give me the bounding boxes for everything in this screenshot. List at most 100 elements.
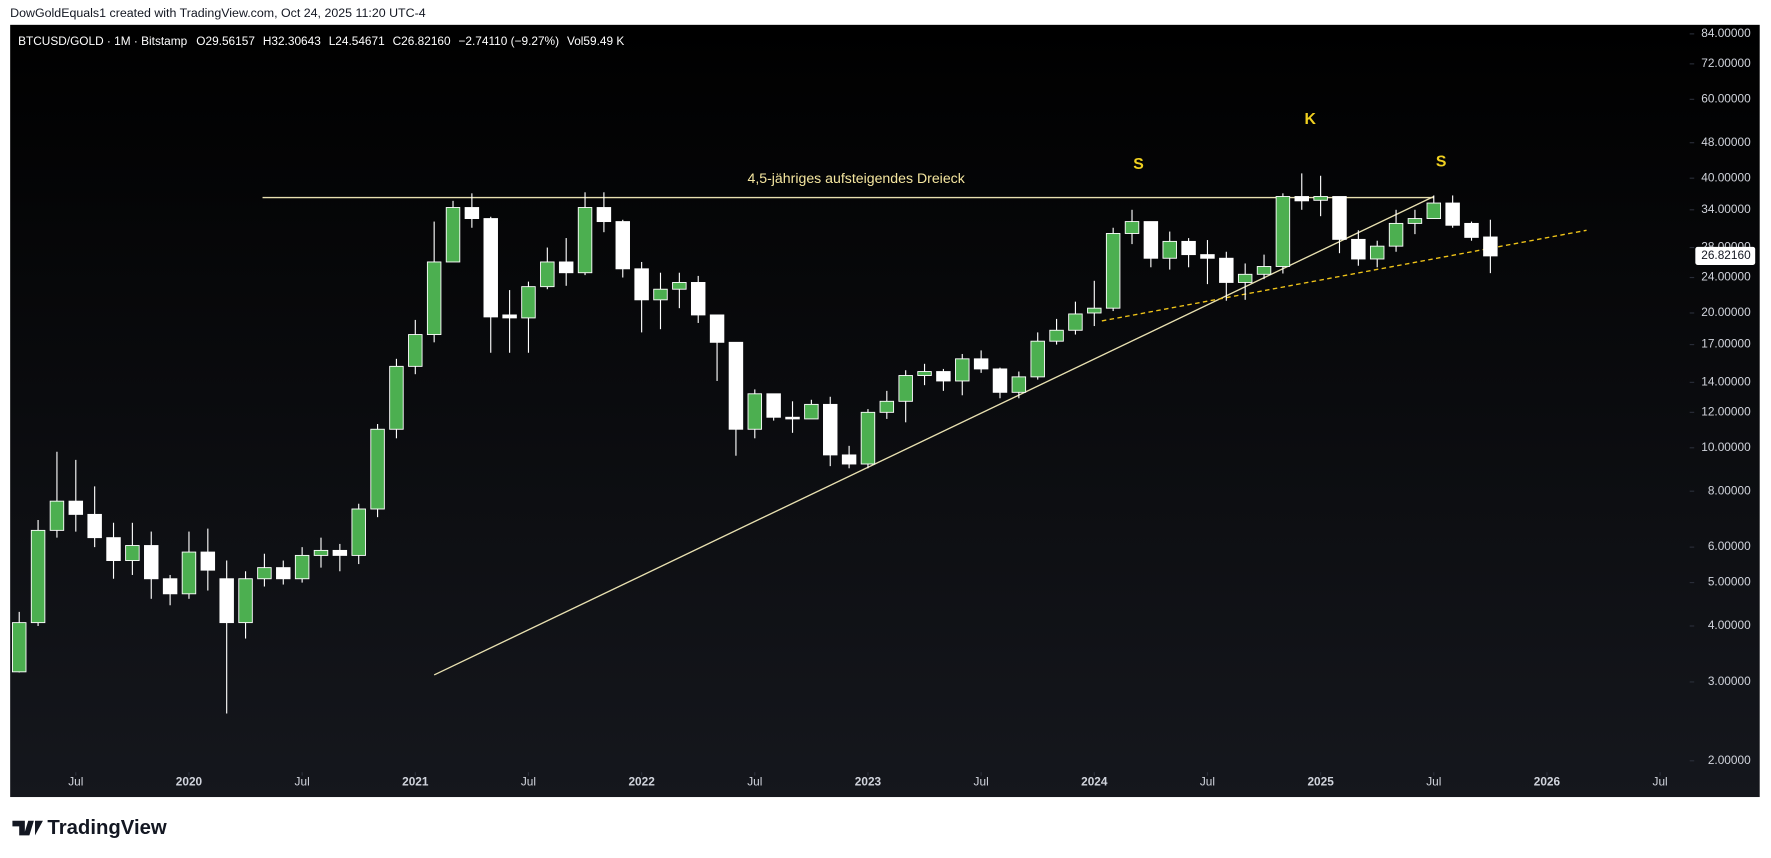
- candle-body: [1426, 202, 1442, 220]
- brand-name: TradingView: [47, 817, 167, 839]
- labels: 84.00000 72.00000 60.00000 48.00000 40.00000…: [68, 26, 1756, 788]
- candle-body: [653, 288, 668, 301]
- candle-body: [144, 545, 159, 580]
- candle-body: [841, 454, 857, 465]
- ohlc-value: L24.54671: [329, 34, 385, 48]
- candle-body: [1388, 222, 1404, 247]
- x-tick-label: Jul: [295, 774, 310, 788]
- candle-body: [162, 578, 178, 595]
- candle-body: [709, 314, 725, 343]
- candle-body: [1369, 245, 1385, 260]
- candle-body: [1237, 273, 1253, 283]
- candle-body: [1445, 202, 1460, 226]
- annotation: S: [1133, 156, 1144, 173]
- x-tick-label: Jul: [68, 774, 83, 788]
- x-tick-label: 2025: [1307, 774, 1334, 788]
- candle-body: [634, 268, 649, 301]
- y-tick-label: 24.00000: [1701, 270, 1751, 284]
- candle-body: [672, 281, 687, 290]
- y-tick-label: 84.00000: [1701, 26, 1751, 40]
- candle-body: [313, 549, 329, 556]
- x-tick-label: 2020: [176, 774, 203, 788]
- candle-body: [257, 567, 272, 580]
- brand-icon: [12, 820, 43, 836]
- candle-body: [521, 286, 536, 319]
- candle-body: [558, 261, 574, 274]
- candle-body: [219, 578, 234, 624]
- y-tick-label: 2.00000: [1708, 753, 1751, 767]
- candle-body: [464, 207, 480, 220]
- candle-body: [389, 365, 404, 430]
- x-tick-label: Jul: [974, 774, 989, 788]
- x-tick-label: Jul: [1653, 774, 1668, 788]
- y-tick-label: 14.00000: [1701, 374, 1751, 388]
- candle-body: [860, 411, 876, 465]
- x-tick-label: Jul: [521, 774, 536, 788]
- candle-body: [936, 371, 951, 382]
- candle-body: [1294, 196, 1309, 202]
- candle-body: [879, 400, 895, 413]
- y-tick-label: 3.00000: [1708, 674, 1751, 688]
- candle-body: [1219, 257, 1234, 283]
- y-tick-label: 8.00000: [1708, 483, 1751, 497]
- candle-body: [823, 403, 838, 456]
- y-tick-label: 20.00000: [1701, 305, 1751, 319]
- candle-body: [1030, 340, 1045, 378]
- ohlc-value: H32.30643: [263, 34, 321, 48]
- candle-body: [1068, 313, 1083, 331]
- candle-body: [125, 545, 140, 562]
- candle-body: [596, 207, 612, 223]
- candle-body: [370, 428, 385, 510]
- candle-body: [955, 358, 970, 382]
- candle-body: [30, 529, 46, 624]
- candle-body: [1049, 329, 1064, 342]
- candle-body: [11, 622, 27, 673]
- candle-body: [1313, 196, 1328, 201]
- candle-body: [615, 221, 630, 270]
- candle-body: [1087, 307, 1102, 314]
- y-tick-label: 72.00000: [1701, 56, 1751, 70]
- candle-body: [577, 207, 593, 274]
- y-tick-label: 6.00000: [1708, 539, 1751, 553]
- candle-body: [351, 508, 366, 556]
- x-tick-label: Jul: [1426, 774, 1441, 788]
- y-tick-label: 48.00000: [1701, 135, 1751, 149]
- candle-body: [106, 537, 121, 562]
- x-tick-label: Jul: [1200, 774, 1215, 788]
- candle-body: [690, 281, 706, 316]
- candle-body: [1200, 254, 1215, 259]
- ohlc-value: Vol59.49 K: [567, 34, 624, 48]
- candle-body: [1483, 236, 1498, 257]
- plot: [11, 173, 1587, 714]
- y-tick-label: 10.00000: [1701, 440, 1751, 454]
- x-tick-label: Jul: [747, 774, 762, 788]
- candle-body: [1124, 221, 1140, 234]
- candle-body: [1181, 240, 1196, 256]
- candle-body: [785, 416, 800, 420]
- annotation: K: [1304, 111, 1316, 128]
- brand-logo: TradingView: [12, 817, 167, 839]
- candle-body: [1105, 233, 1121, 309]
- candle-body: [1256, 266, 1272, 275]
- candle-body: [200, 551, 216, 571]
- candle-body: [1407, 218, 1423, 224]
- candle-body: [426, 261, 442, 336]
- candle-body: [1162, 240, 1177, 259]
- candle-body: [276, 567, 291, 580]
- annotation: S: [1436, 154, 1447, 171]
- candle-body: [1351, 238, 1366, 260]
- candle-body: [502, 314, 517, 319]
- candle-body: [483, 218, 498, 318]
- y-tick-label: 4.00000: [1708, 618, 1751, 632]
- candle-body: [181, 551, 197, 595]
- grid: [75, 33, 1695, 776]
- x-tick-label: 2022: [628, 774, 655, 788]
- candle-body: [1143, 221, 1159, 259]
- candle-body: [540, 261, 555, 288]
- header: BTCUSD/GOLD · 1M · Bitstamp O29.56157 H32…: [18, 34, 624, 48]
- candle-body: [804, 403, 819, 420]
- x-tick-label: 2023: [855, 774, 882, 788]
- annotation: 4,5-jähriges aufsteigendes Dreieck: [747, 170, 965, 186]
- x-tick-label: 2021: [402, 774, 429, 788]
